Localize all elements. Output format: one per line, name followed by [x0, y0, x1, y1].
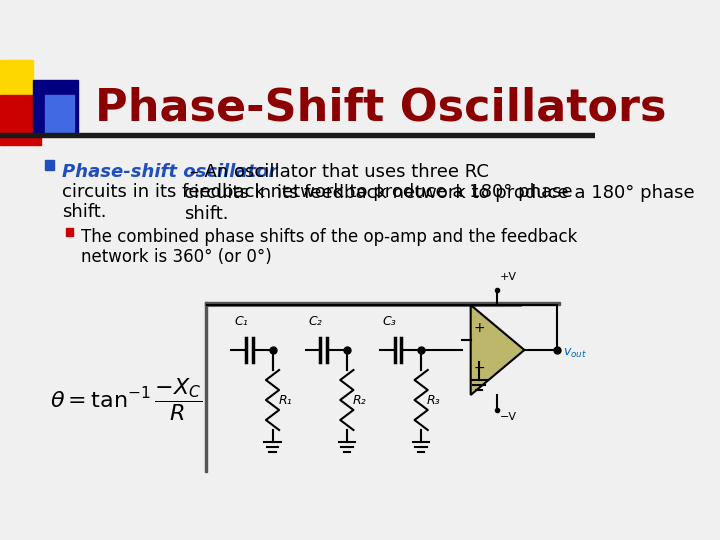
Text: $\theta = \tan^{-1}\dfrac{-X_C}{R}$: $\theta = \tan^{-1}\dfrac{-X_C}{R}$ — [50, 377, 202, 423]
Text: R₂: R₂ — [353, 394, 366, 407]
Text: circuits in its feedback network to produce a 180° phase: circuits in its feedback network to prod… — [62, 183, 572, 201]
Bar — [0, 95, 41, 145]
Text: network is 360° (or 0°): network is 360° (or 0°) — [81, 248, 271, 266]
Polygon shape — [471, 305, 524, 395]
Text: shift.: shift. — [62, 203, 107, 221]
Bar — [204, 302, 207, 472]
Text: $v_{out}$: $v_{out}$ — [563, 347, 588, 360]
Bar — [204, 302, 560, 305]
Text: Phase-shift oscillator: Phase-shift oscillator — [62, 163, 277, 181]
Text: C₃: C₃ — [383, 315, 397, 328]
Text: +V: +V — [500, 272, 516, 282]
Text: – An oscillator that uses three RC
circuits in its feedback network to produce a: – An oscillator that uses three RC circu… — [184, 163, 695, 222]
Bar — [45, 95, 74, 135]
Bar — [66, 228, 73, 236]
Text: −: − — [474, 361, 485, 375]
Bar — [33, 80, 78, 135]
Text: R₃: R₃ — [427, 394, 441, 407]
Bar — [45, 160, 54, 170]
Text: +: + — [474, 321, 485, 335]
Text: C₂: C₂ — [309, 315, 323, 328]
Text: C₁: C₁ — [234, 315, 248, 328]
Text: The combined phase shifts of the op-amp and the feedback: The combined phase shifts of the op-amp … — [81, 228, 577, 246]
Text: −V: −V — [500, 412, 516, 422]
Bar — [0, 133, 595, 137]
Text: R₁: R₁ — [279, 394, 292, 407]
Text: Phase-Shift Oscillators: Phase-Shift Oscillators — [95, 86, 667, 130]
Bar — [0, 60, 33, 100]
